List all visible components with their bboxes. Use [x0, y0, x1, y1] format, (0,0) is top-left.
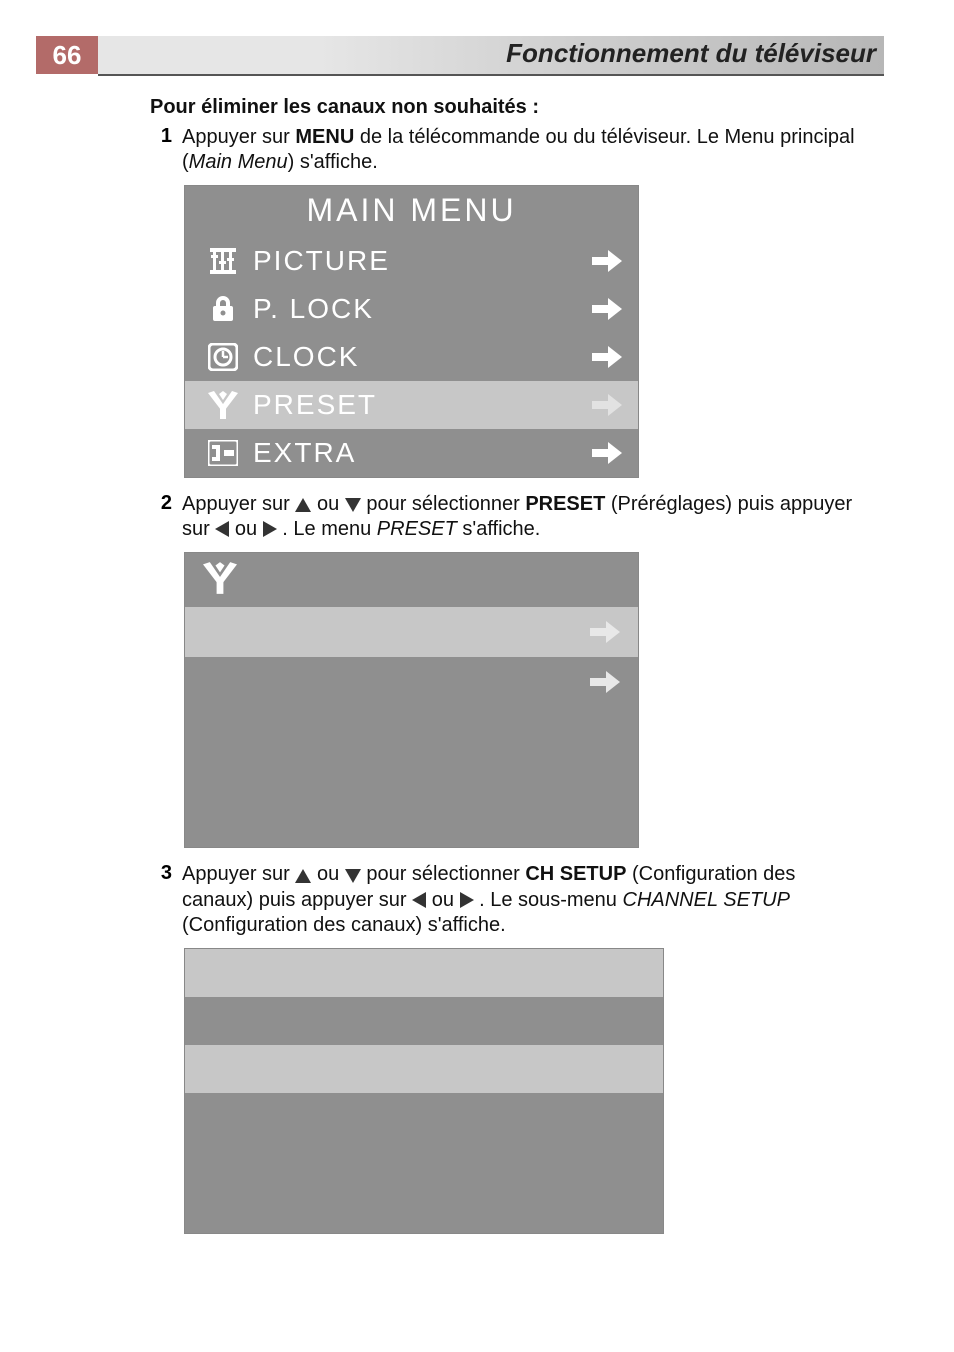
s2-italic: PRESET: [377, 518, 457, 540]
step-1: 1 Appuyer sur MENU de la télécommande ou…: [150, 125, 870, 175]
s3-mid4: ou: [432, 889, 460, 911]
step-1-text: Appuyer sur MENU de la télécommande ou d…: [182, 125, 870, 175]
step-2-text: Appuyer sur ou pour sélectionner PRESET …: [182, 492, 870, 542]
step-3-text: Appuyer sur ou pour sélectionner CH SETU…: [182, 862, 870, 937]
s2-bold: PRESET: [525, 493, 605, 515]
s2-mid1: ou: [317, 493, 345, 515]
page-header: 66 Fonctionnement du téléviseur: [0, 36, 954, 74]
arrow-right-icon: [582, 298, 622, 320]
s3-mid1: ou: [317, 863, 345, 885]
header-rule: [98, 74, 884, 76]
main-menu-title: MAIN MENU: [185, 186, 638, 237]
preset-row[interactable]: [185, 607, 638, 657]
page: 66 Fonctionnement du téléviseur Pour éli…: [0, 0, 954, 1352]
main-menu-row-picture[interactable]: PICTURE: [185, 237, 638, 285]
step-3-num: 3: [150, 862, 182, 937]
channel-setup-row[interactable]: [185, 1045, 663, 1093]
step-2: 2 Appuyer sur ou pour sélectionner PRESE…: [150, 492, 870, 542]
channel-setup-menu: [184, 948, 664, 1234]
s2-pre: Appuyer sur: [182, 493, 295, 515]
s3-post2: (Configuration des canaux) s'affiche.: [182, 914, 506, 936]
main-menu-row-extra[interactable]: EXTRA: [185, 429, 638, 477]
antenna-icon: [201, 391, 245, 419]
step-2-num: 2: [150, 492, 182, 542]
s2-post1: . Le menu: [282, 518, 377, 540]
triangle-up-icon: [295, 492, 311, 517]
body-column: Pour éliminer les canaux non souhaités :…: [150, 96, 870, 1248]
triangle-right-icon: [460, 888, 474, 913]
triangle-left-icon: [215, 517, 229, 542]
extra-icon: [201, 440, 245, 466]
main-menu-label: CLOCK: [245, 341, 582, 373]
preset-menu: [184, 552, 639, 848]
arrow-right-icon: [582, 394, 622, 416]
section-title: Pour éliminer les canaux non souhaités :: [150, 96, 870, 119]
s2-post2: s'affiche.: [457, 518, 541, 540]
main-menu-label: PRESET: [245, 389, 582, 421]
channel-setup-row[interactable]: [185, 997, 663, 1045]
preset-menu-header: [185, 553, 638, 607]
channel-setup-header: [185, 949, 663, 997]
triangle-up-icon: [295, 863, 311, 888]
page-number: 66: [53, 40, 82, 71]
main-menu: MAIN MENU PICTURE P. LOCK: [184, 185, 639, 478]
s3-mid2: pour sélectionner: [366, 863, 525, 885]
triangle-left-icon: [412, 888, 426, 913]
arrow-right-icon: [582, 442, 622, 464]
s3-italic: CHANNEL SETUP: [623, 889, 790, 911]
clock-icon: [201, 343, 245, 371]
triangle-down-icon: [345, 492, 361, 517]
preset-row[interactable]: [185, 657, 638, 707]
s3-post1: . Le sous-menu: [479, 889, 622, 911]
triangle-right-icon: [263, 517, 277, 542]
antenna-icon: [203, 562, 237, 599]
page-title: Fonctionnement du téléviseur: [506, 38, 876, 69]
arrow-right-icon: [580, 621, 620, 643]
step-3: 3 Appuyer sur ou pour sélectionner CH SE…: [150, 862, 870, 937]
main-menu-row-clock[interactable]: CLOCK: [185, 333, 638, 381]
page-number-tab: 66: [36, 36, 98, 74]
step-1-pre: Appuyer sur: [182, 126, 295, 148]
main-menu-row-preset[interactable]: PRESET: [185, 381, 638, 429]
step-1-bold: MENU: [295, 126, 354, 148]
arrow-right-icon: [582, 250, 622, 272]
step-1-num: 1: [150, 125, 182, 175]
arrow-right-icon: [582, 346, 622, 368]
main-menu-row-plock[interactable]: P. LOCK: [185, 285, 638, 333]
channel-setup-spacer: [185, 1093, 663, 1233]
s2-mid2: pour sélectionner: [366, 493, 525, 515]
main-menu-label: P. LOCK: [245, 293, 582, 325]
s3-pre: Appuyer sur: [182, 863, 295, 885]
arrow-right-icon: [580, 671, 620, 693]
step-1-post: ) s'affiche.: [288, 151, 378, 173]
triangle-down-icon: [345, 863, 361, 888]
s2-mid4: ou: [235, 518, 263, 540]
step-1-italic: Main Menu: [189, 151, 288, 173]
s3-bold: CH SETUP: [525, 863, 626, 885]
preset-menu-spacer: [185, 707, 638, 847]
main-menu-label: EXTRA: [245, 437, 582, 469]
main-menu-label: PICTURE: [245, 245, 582, 277]
lock-icon: [201, 295, 245, 323]
equalizer-icon: [201, 248, 245, 274]
